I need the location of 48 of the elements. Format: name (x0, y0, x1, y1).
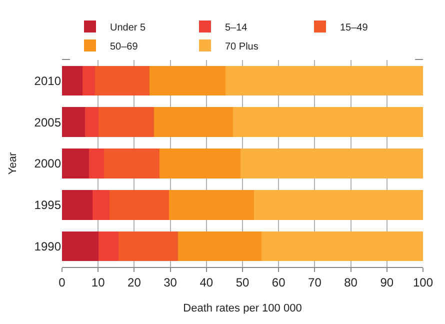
bar (226, 66, 423, 96)
bar (154, 107, 233, 137)
y-tick-label: 2010 (34, 74, 62, 88)
bar (98, 231, 118, 262)
legend-label: Under 5 (110, 22, 146, 34)
bar (62, 148, 90, 178)
bar (262, 231, 423, 262)
bar (98, 107, 154, 137)
x-tick-label: 10 (91, 275, 106, 290)
bar (149, 66, 226, 96)
bar (62, 66, 83, 96)
y-tick-label: 1995 (34, 198, 62, 212)
bar (104, 148, 160, 178)
bar (62, 231, 98, 262)
bar (92, 190, 110, 220)
legend-label: 50–69 (110, 41, 138, 52)
x-tick-label: 100 (412, 275, 434, 290)
x-tick-label: 50 (236, 275, 250, 290)
x-tick-label: 20 (128, 275, 142, 290)
bar (159, 148, 240, 178)
bar (169, 190, 254, 220)
bar (254, 190, 423, 220)
x-tick-label: 70 (308, 275, 322, 290)
y-axis-title: Year (6, 152, 19, 175)
x-tick-label: 90 (380, 275, 394, 290)
x-tick-label: 40 (200, 275, 214, 290)
bar (118, 231, 178, 262)
bar (178, 231, 262, 262)
bar (82, 66, 95, 96)
y-tick-label: 2000 (34, 156, 62, 171)
bar (62, 107, 86, 137)
bar (62, 190, 93, 220)
bar (232, 107, 423, 137)
x-tick-label: 0 (58, 275, 66, 290)
bar (110, 190, 170, 220)
y-tick-label: 2005 (34, 115, 62, 130)
bar (89, 148, 104, 178)
x-axis-title: Death rates per 100 000 (183, 302, 302, 315)
bar (240, 148, 423, 178)
x-tick-label: 60 (272, 275, 286, 290)
legend-label: 70 Plus (225, 41, 258, 52)
x-tick-label: 30 (164, 275, 178, 290)
bar (94, 66, 150, 96)
legend-label: 15–49 (340, 22, 368, 34)
legend-label: 5–14 (225, 22, 248, 34)
y-tick-label: 1990 (34, 240, 62, 254)
x-tick-label: 80 (344, 275, 358, 290)
bar (85, 107, 98, 137)
